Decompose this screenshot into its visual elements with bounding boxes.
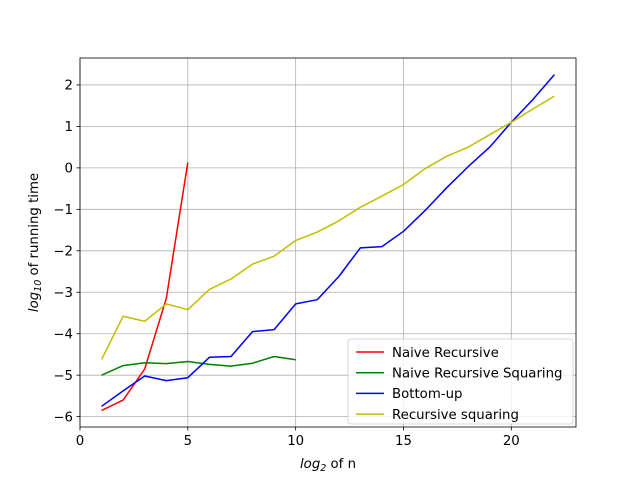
y-tick-label: −4 bbox=[53, 328, 73, 343]
x-axis-label-sub: 2 bbox=[320, 463, 326, 474]
series-line-bottom-up bbox=[101, 74, 555, 407]
series-lines bbox=[100, 74, 555, 412]
y-tick-label: 1 bbox=[65, 120, 73, 135]
legend-label: Recursive squaring bbox=[392, 408, 519, 423]
y-tick-label: −2 bbox=[53, 245, 73, 260]
x-tick-label: 20 bbox=[503, 434, 520, 449]
x-tick-label: 15 bbox=[395, 434, 412, 449]
series-line-naive-recursive-squaring bbox=[101, 355, 296, 376]
legend-label: Bottom-up bbox=[392, 387, 462, 402]
x-axis-label-rest: of n bbox=[326, 457, 356, 472]
x-tick-label: 10 bbox=[287, 434, 304, 449]
y-tick-label: −1 bbox=[53, 203, 73, 218]
legend-label: Naive Recursive bbox=[392, 346, 499, 361]
legend-label: Naive Recursive Squaring bbox=[392, 367, 562, 382]
y-tick-label: 0 bbox=[65, 162, 73, 177]
y-tick-label: 2 bbox=[65, 79, 73, 94]
x-axis-label: log2 of n bbox=[300, 457, 356, 474]
x-tick-label: 0 bbox=[76, 434, 84, 449]
y-tick-label: −6 bbox=[53, 410, 73, 425]
y-tick-label: −5 bbox=[53, 369, 73, 384]
x-axis-label-base: log bbox=[300, 457, 320, 472]
series-line-recursive-squaring bbox=[100, 95, 555, 360]
legend-box bbox=[347, 338, 574, 425]
grid-lines bbox=[79, 58, 576, 427]
x-tick-label: 5 bbox=[184, 434, 192, 449]
plot-frame bbox=[79, 57, 577, 428]
legend: Naive Recursive Naive Recursive Squaring B… bbox=[347, 338, 574, 425]
y-axis-label-sub: 10 bbox=[33, 280, 44, 292]
y-axis-label-rest: of running time bbox=[27, 173, 42, 280]
series-line-naive-recursive bbox=[101, 162, 189, 412]
y-axis-label: log10 of running time bbox=[27, 173, 44, 312]
y-axis-label-base: log bbox=[27, 292, 42, 312]
y-tick-label: −3 bbox=[53, 286, 73, 301]
axis-ticks: 0 5 10 15 20 −6 −5 −4 −3 −2 −1 0 1 2 bbox=[53, 79, 519, 449]
